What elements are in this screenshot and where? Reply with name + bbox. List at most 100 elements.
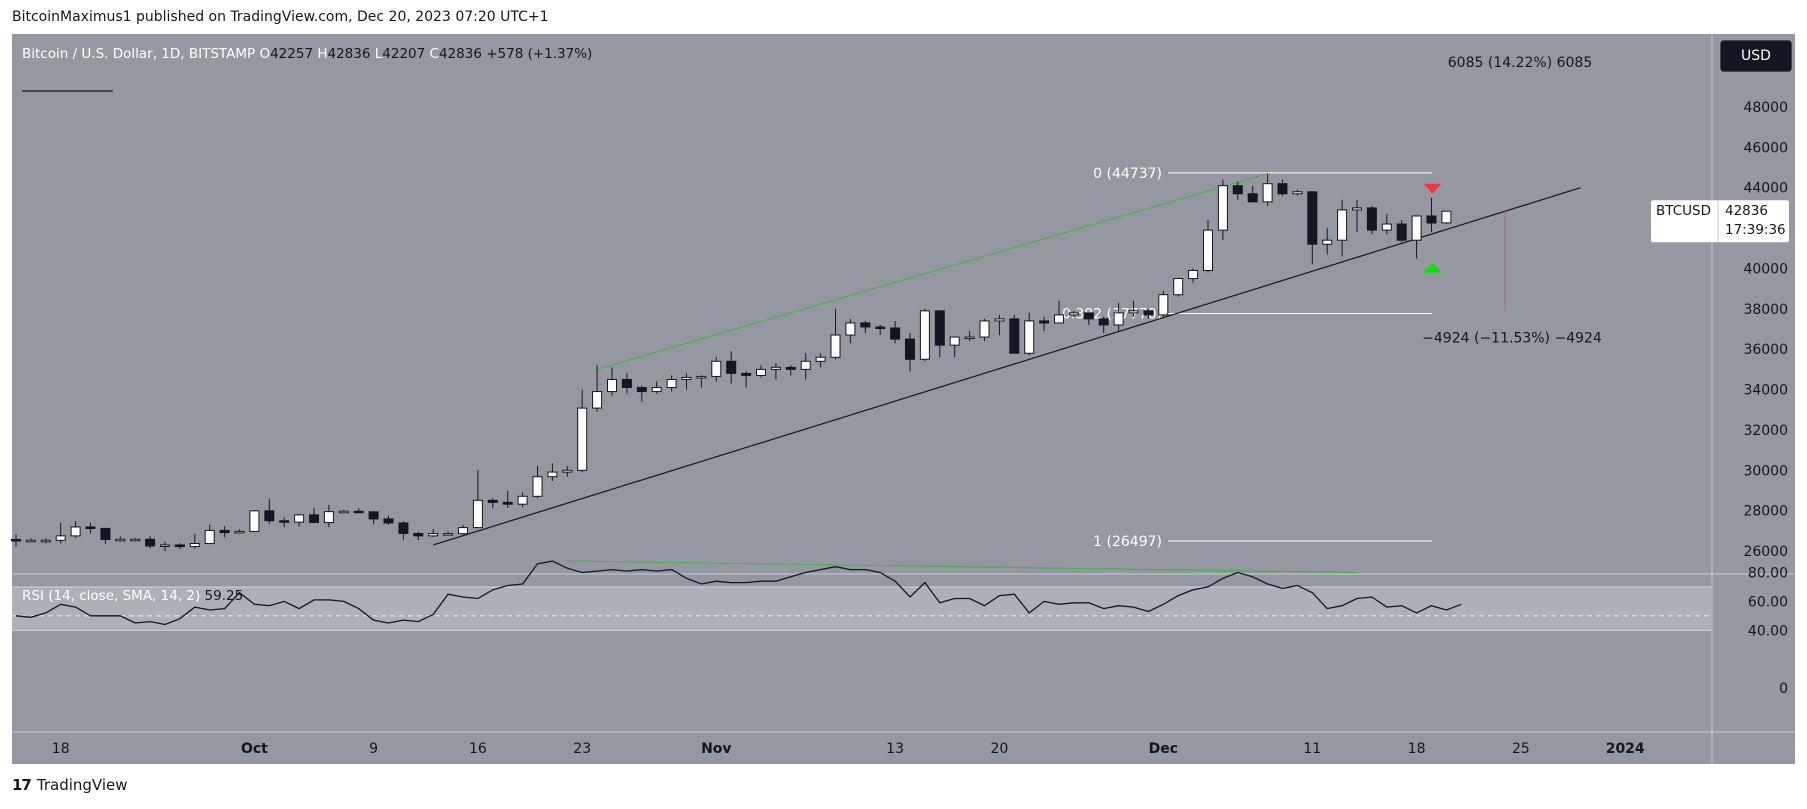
candle <box>279 517 290 528</box>
candle <box>1143 308 1154 319</box>
candle-body <box>994 318 1005 322</box>
rsi-tick-label: 0 <box>1779 681 1788 697</box>
candle <box>1381 213 1392 235</box>
candle <box>1396 220 1407 243</box>
candle <box>428 529 439 537</box>
candle-body <box>1396 223 1407 241</box>
candle-body <box>681 376 692 380</box>
candle <box>1277 179 1288 196</box>
candle-body <box>1277 183 1288 195</box>
candle-body <box>294 514 305 523</box>
candle <box>443 531 454 536</box>
time-tick-label: Oct <box>241 741 268 757</box>
candle <box>919 308 930 362</box>
candle <box>1083 312 1094 325</box>
time-tick-label: 11 <box>1303 741 1321 757</box>
fib-level-label: 1 (26497) <box>1093 534 1162 550</box>
candle-body <box>398 522 409 534</box>
price-tick-label: 30000 <box>1743 463 1788 479</box>
price-tick-label: 40000 <box>1743 261 1788 277</box>
candle <box>1173 278 1184 297</box>
candle-body <box>547 471 558 478</box>
candle <box>592 365 603 412</box>
currency-button[interactable]: USD <box>1720 40 1792 72</box>
candle <box>1203 220 1213 273</box>
price-tick-label: 48000 <box>1743 100 1788 116</box>
chart-title: Bitcoin / U.S. Dollar, 1D, BITSTAMP O422… <box>22 46 592 62</box>
price-tick-label: 32000 <box>1743 423 1788 439</box>
candle <box>905 333 915 372</box>
candle <box>25 538 36 543</box>
candle <box>487 498 498 509</box>
candle-body <box>517 495 528 505</box>
candle-body <box>264 510 275 522</box>
price-tick-label: 38000 <box>1743 302 1788 318</box>
current-price-tag <box>1651 200 1789 243</box>
time-tick-label: 25 <box>1512 741 1530 757</box>
candle <box>204 524 215 545</box>
candle <box>621 373 632 394</box>
candle <box>472 470 483 529</box>
candle-body <box>1441 210 1452 224</box>
candle-body <box>1381 223 1392 231</box>
candle <box>40 538 51 544</box>
candle-body <box>696 375 707 379</box>
candle <box>1158 290 1169 317</box>
candle-body <box>1352 207 1362 211</box>
candle-body <box>353 510 364 514</box>
candle <box>711 357 722 382</box>
candle-body <box>726 360 737 374</box>
candle-body <box>1307 191 1318 245</box>
candle <box>458 524 468 535</box>
candle <box>1024 312 1035 356</box>
candle-body <box>592 391 603 409</box>
candle-body <box>1411 215 1422 241</box>
candle-body <box>830 334 841 358</box>
candle <box>264 498 275 524</box>
candle-body <box>1337 209 1348 241</box>
candle <box>815 353 826 368</box>
candle <box>1366 205 1377 235</box>
candle-body <box>756 368 766 376</box>
candle-body <box>368 511 379 520</box>
candle-body <box>1232 185 1243 195</box>
time-tick-label: 2024 <box>1606 741 1645 757</box>
price-tick-label: 44000 <box>1743 181 1788 197</box>
rsi-tick-label: 80.00 <box>1748 566 1788 582</box>
price-tick-label: 28000 <box>1743 504 1788 520</box>
rsi-tick-label: 40.00 <box>1748 623 1788 639</box>
candle-body <box>85 526 96 529</box>
candle <box>860 320 871 334</box>
candle-body <box>1143 310 1154 316</box>
candle <box>964 331 975 342</box>
candle <box>845 318 856 344</box>
candle-body <box>174 544 185 548</box>
fib-level-label: 0 (44737) <box>1093 166 1162 182</box>
candle <box>607 367 617 396</box>
candle <box>145 536 156 549</box>
candle <box>1232 181 1243 200</box>
candle-body <box>979 320 990 338</box>
candle-body <box>428 533 439 537</box>
candle <box>756 365 766 378</box>
candle <box>1247 185 1258 203</box>
candle-body <box>100 527 111 540</box>
candle <box>1307 191 1318 265</box>
candle <box>666 375 677 392</box>
price-tag-countdown: 17:39:36 <box>1725 222 1786 238</box>
candle-body <box>949 336 960 346</box>
candle <box>1113 302 1124 332</box>
rsi-tick-label: 60.00 <box>1748 594 1788 610</box>
candle <box>338 510 349 514</box>
candle-body <box>383 518 394 524</box>
candle-body <box>1426 215 1437 224</box>
candle <box>636 385 647 402</box>
price-tag-value: 42836 <box>1725 203 1768 219</box>
candle <box>651 381 662 394</box>
candle <box>1262 173 1273 206</box>
candle-body <box>711 360 722 377</box>
candle-body <box>502 501 513 505</box>
candle <box>1098 316 1109 334</box>
candle <box>785 365 796 376</box>
